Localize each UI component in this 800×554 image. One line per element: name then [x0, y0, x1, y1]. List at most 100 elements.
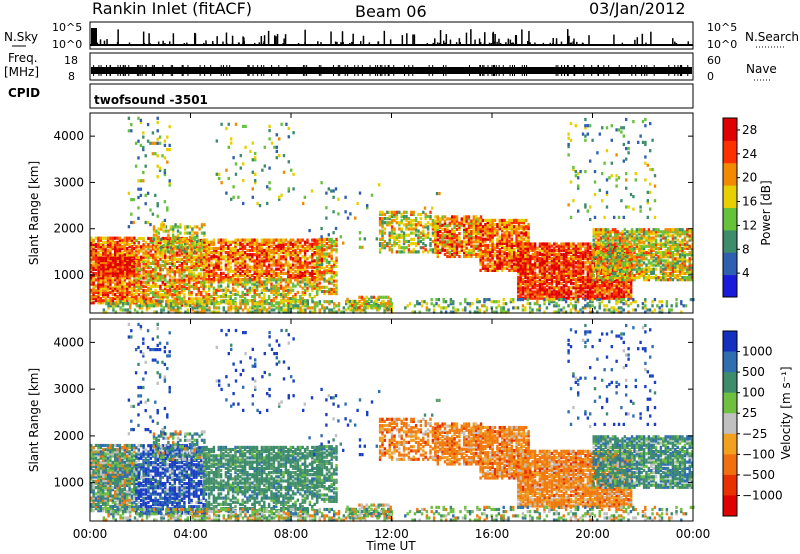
power-cell: [412, 248, 415, 252]
power-cell: [503, 220, 506, 225]
power-cell: [377, 295, 380, 299]
power-cell: [123, 271, 127, 275]
power-cell: [303, 248, 307, 253]
power-cell: [227, 257, 230, 261]
power-cell: [526, 248, 530, 252]
power-cell: [527, 235, 530, 239]
power-cell: [294, 278, 297, 282]
power-cell: [180, 272, 184, 276]
power-cell: [505, 264, 509, 268]
power-cell: [553, 246, 556, 250]
power-cell: [524, 265, 527, 269]
power-cell: [377, 297, 380, 301]
power-cell: [451, 248, 454, 252]
power-cell: [176, 278, 179, 282]
power-cell: [121, 265, 124, 269]
power-cell: [255, 255, 259, 259]
power-cell: [353, 304, 356, 308]
power-cell: [258, 280, 261, 284]
power-cell: [453, 244, 456, 248]
power-cell: [410, 212, 413, 216]
power-cell: [116, 273, 120, 277]
power-cell: [260, 280, 264, 284]
power-cell: [137, 288, 140, 293]
power-cell: [465, 254, 468, 259]
power-cell: [533, 242, 537, 246]
power-cell: [92, 267, 95, 272]
power-cell: [517, 252, 520, 256]
power-cell: [531, 246, 534, 250]
power-cell: [253, 265, 256, 269]
power-cell: [498, 258, 501, 262]
power-cell: [470, 221, 473, 225]
power-cell: [255, 242, 259, 246]
power-cell: [463, 223, 466, 227]
power-cell: [419, 246, 423, 250]
power-cell: [106, 238, 110, 242]
power-cell: [168, 293, 172, 297]
power-cell: [236, 251, 240, 255]
power-cell: [545, 279, 549, 284]
power-cell: [152, 225, 156, 229]
power-cell: [219, 278, 223, 282]
power-cell: [270, 248, 273, 253]
power-cell: [212, 286, 216, 290]
power-cell: [186, 239, 189, 244]
power-cell: [205, 300, 209, 304]
power-cell: [328, 254, 331, 258]
power-cell: [484, 223, 487, 227]
power-cell: [479, 229, 482, 233]
power-cell: [538, 259, 542, 263]
power-cell: [446, 223, 449, 227]
power-cell: [215, 300, 218, 304]
power-cell: [439, 229, 442, 234]
power-cell: [144, 276, 148, 280]
power-cell: [388, 210, 391, 214]
power-cell: [455, 217, 459, 221]
power-cell: [294, 276, 297, 280]
power-cell: [545, 282, 549, 286]
power-cell: [111, 238, 114, 242]
power-cell: [434, 215, 437, 219]
power-cell: [176, 291, 179, 295]
power-cell: [277, 278, 280, 282]
power-cell: [133, 273, 136, 277]
power-cell: [560, 261, 563, 265]
power-cell: [318, 237, 321, 241]
power-cell: [521, 250, 525, 254]
power-cell: [486, 252, 489, 256]
power-cell: [156, 261, 160, 266]
power-cell: [94, 236, 98, 240]
power-cell: [173, 280, 176, 284]
power-cell: [173, 286, 176, 291]
power-cell: [234, 302, 237, 306]
power-cell: [533, 273, 537, 277]
power-cell: [325, 264, 329, 269]
power-cell: [574, 292, 578, 296]
power-cell: [197, 253, 200, 257]
power-cell: [258, 259, 261, 263]
power-cell: [426, 214, 430, 219]
power-cell: [477, 223, 480, 227]
power-cell: [470, 225, 473, 229]
power-cell: [210, 261, 213, 265]
power-cell: [279, 263, 283, 267]
power-cell: [498, 239, 501, 243]
power-cell: [402, 250, 406, 254]
power-cell: [133, 247, 136, 251]
power-cell: [190, 249, 193, 253]
power-cell: [92, 292, 95, 297]
power-cell: [114, 278, 117, 282]
power-cell: [526, 273, 530, 277]
power-cell: [574, 277, 578, 281]
power-cell: [260, 253, 264, 257]
power-cell: [142, 297, 145, 301]
power-cell: [320, 262, 324, 266]
power-cell: [229, 251, 232, 255]
power-cell: [155, 233, 158, 237]
power-cell: [508, 245, 511, 250]
power-cell: [560, 271, 563, 275]
power-cell: [496, 260, 499, 264]
power-cell: [567, 263, 570, 267]
power-cell: [177, 308, 180, 312]
